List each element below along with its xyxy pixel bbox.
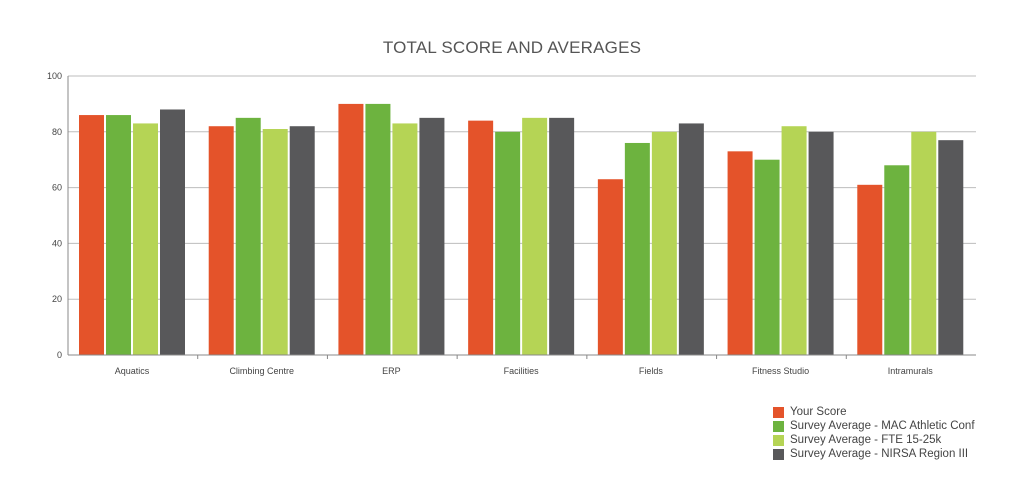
bar <box>468 120 494 355</box>
legend-swatch <box>773 406 784 418</box>
bar <box>651 131 677 355</box>
bar <box>808 131 834 355</box>
bar <box>938 140 964 355</box>
legend-label: Survey Average - FTE 15-25k <box>790 434 942 446</box>
y-tick-label: 80 <box>52 127 62 137</box>
bar <box>597 179 623 355</box>
bar <box>678 123 704 356</box>
y-tick-label: 20 <box>52 294 62 304</box>
bar <box>133 123 158 356</box>
bar <box>857 184 883 355</box>
y-tick-label: 100 <box>47 71 62 81</box>
bar <box>911 131 937 355</box>
legend-item: Survey Average - MAC Athletic Conf <box>773 419 975 433</box>
bars <box>79 103 964 356</box>
legend-label: Survey Average - NIRSA Region III <box>790 448 969 460</box>
axes: 0 20 40 60 80 100 Aquatics Climbing Centre ERP Fa… <box>47 71 976 376</box>
y-tick-label: 0 <box>57 350 62 360</box>
bar <box>549 117 575 355</box>
x-tick-label: Fitness Studio <box>752 366 809 376</box>
legend-item: Survey Average - FTE 15-25k <box>773 433 975 447</box>
y-tick-label: 40 <box>52 238 62 248</box>
x-tick-label: Aquatics <box>115 366 150 376</box>
bar <box>208 126 234 355</box>
bar <box>781 126 807 355</box>
bar <box>79 115 104 355</box>
legend-label: Survey Average - MAC Athletic Conf <box>790 420 975 432</box>
legend-swatch <box>773 434 784 446</box>
x-tick-label: Climbing Centre <box>229 366 294 376</box>
bar <box>884 165 910 355</box>
bar <box>262 129 288 355</box>
legend-swatch <box>773 448 784 460</box>
bar <box>338 103 364 356</box>
bar <box>754 159 780 355</box>
bar <box>235 117 261 355</box>
y-tick-label: 60 <box>52 183 62 193</box>
x-tick-label: Facilities <box>504 366 540 376</box>
x-tick-label: Intramurals <box>888 366 934 376</box>
bar <box>727 151 753 355</box>
legend-label: Your Score <box>790 406 847 418</box>
chart-title: TOTAL SCORE AND AVERAGES <box>382 38 642 57</box>
x-tick-label: Fields <box>639 366 664 376</box>
legend-item: Your Score <box>773 405 975 419</box>
gridlines <box>68 75 976 300</box>
legend: Your Score Survey Average - MAC Athletic … <box>773 405 975 461</box>
bar <box>624 142 650 355</box>
bar <box>106 115 131 355</box>
legend-item: Survey Average - NIRSA Region III <box>773 447 975 461</box>
bar <box>392 123 418 356</box>
bar <box>419 117 445 355</box>
legend-swatch <box>773 420 784 432</box>
bar <box>365 103 391 356</box>
bar <box>495 131 521 355</box>
x-tick-label: ERP <box>382 366 401 376</box>
bar <box>160 109 185 355</box>
bar <box>289 126 315 355</box>
bar <box>522 117 548 355</box>
